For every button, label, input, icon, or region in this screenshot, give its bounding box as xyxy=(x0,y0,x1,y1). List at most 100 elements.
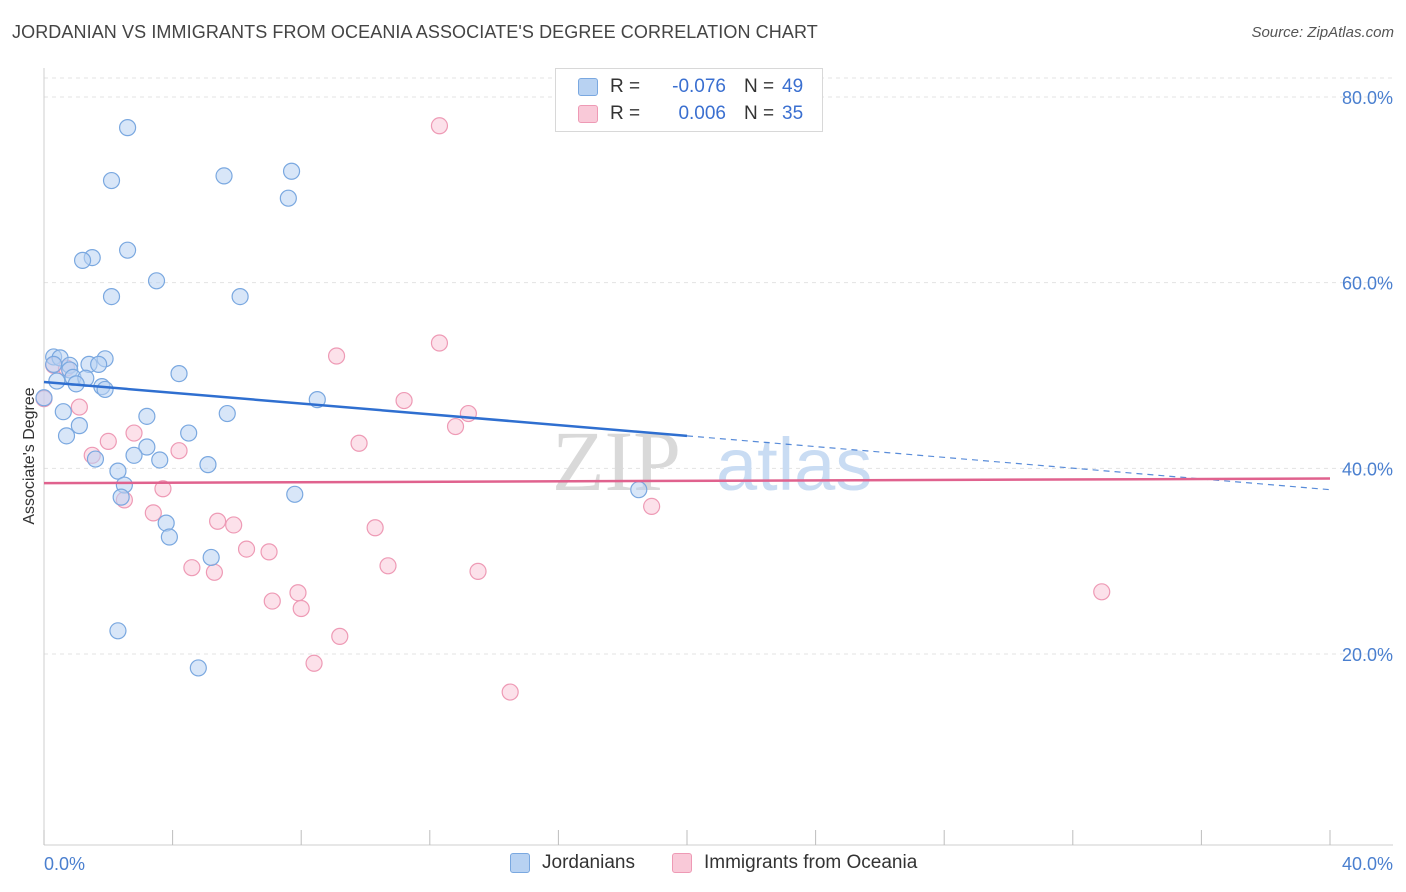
jordanian-point xyxy=(157,514,175,532)
axis-layer: 20.0% 40.0% 60.0% 80.0% xyxy=(43,68,1393,846)
jordanian-point xyxy=(189,659,207,677)
jordanian-point xyxy=(630,481,648,499)
oceania-point xyxy=(331,627,349,645)
jordanian-point xyxy=(35,389,53,407)
points-layer xyxy=(35,117,1111,701)
legend-n-value: 35 xyxy=(782,103,804,124)
jordanian-point xyxy=(199,456,217,474)
oceania-point xyxy=(237,540,256,558)
oceania-point xyxy=(170,442,188,460)
series-legend-label: Immigrants from Oceania xyxy=(704,852,918,873)
trend-layer xyxy=(43,380,1331,491)
oceania-point xyxy=(643,497,661,515)
legend-r-label: R = xyxy=(610,103,641,124)
oceania-point xyxy=(209,512,227,530)
oceania-trend-line xyxy=(43,477,1331,485)
oceania-point xyxy=(183,559,201,577)
series-legend: Jordanians Immigrants from Oceania xyxy=(0,852,1406,878)
oceania-point xyxy=(225,516,243,534)
oceania-point xyxy=(125,424,143,442)
series-swatch-pink xyxy=(672,853,692,873)
oceania-point xyxy=(366,519,384,537)
jordanian-point xyxy=(45,355,63,373)
jordanian-point xyxy=(215,167,233,185)
y-tick-label: 40.0% xyxy=(1342,459,1393,479)
legend-n-label: N = xyxy=(744,103,775,124)
jordanian-point xyxy=(86,450,105,468)
oceania-point xyxy=(263,592,281,610)
jordanian-point xyxy=(118,119,137,137)
jordanian-point xyxy=(54,403,72,421)
jordanian-point xyxy=(118,241,137,259)
jordanian-point xyxy=(218,404,236,423)
jordanian-point xyxy=(282,162,301,180)
legend-r-value: 0.006 xyxy=(678,103,726,124)
jordanian-point xyxy=(109,462,127,480)
jordanian-point xyxy=(73,251,92,269)
oceania-point xyxy=(154,480,172,498)
jordanian-trend-extension xyxy=(686,435,1331,491)
jordanian-point xyxy=(147,272,166,290)
jordanian-point xyxy=(96,380,114,399)
jordanian-point xyxy=(102,287,121,306)
source-label: Source: ZipAtlas.com xyxy=(1251,24,1394,41)
legend-n-value: 49 xyxy=(782,76,804,97)
correlation-legend: R = -0.076 N = 49 R = 0.006 N = 35 xyxy=(555,68,823,132)
jordanian-point xyxy=(57,427,76,445)
y-tick-label: 80.0% xyxy=(1342,88,1393,108)
grid-layer xyxy=(44,77,1393,655)
jordanian-point xyxy=(112,488,130,506)
oceania-point xyxy=(379,557,397,575)
oceania-point xyxy=(205,563,223,581)
oceania-point xyxy=(292,599,310,618)
jordanian-point xyxy=(48,372,66,390)
chart-title: JORDANIAN VS IMMIGRANTS FROM OCEANIA ASS… xyxy=(12,22,818,42)
oceania-point xyxy=(446,417,465,436)
oceania-point xyxy=(1093,583,1111,601)
oceania-point xyxy=(430,117,449,135)
jordanian-point xyxy=(180,424,198,442)
legend-r-label: R = xyxy=(610,76,641,97)
jordanian-point xyxy=(90,355,108,373)
oceania-point xyxy=(289,584,307,602)
jordanian-point xyxy=(231,287,249,306)
jordanian-point xyxy=(160,528,178,546)
oceania-point xyxy=(70,398,88,416)
jordanian-point xyxy=(102,171,121,190)
legend-row-oceania: R = 0.006 N = 35 xyxy=(578,101,803,127)
series-legend-label: Jordanians xyxy=(542,852,635,873)
oceania-point xyxy=(469,562,487,580)
jordanian-point xyxy=(125,446,143,464)
jordanian-point xyxy=(170,365,188,383)
y-axis-label: Associate's Degree xyxy=(21,387,38,524)
jordanian-point xyxy=(279,189,297,207)
watermark-atlas: atlas xyxy=(716,423,872,506)
y-tick-label: 60.0% xyxy=(1342,274,1393,294)
legend-row-jordanians: R = -0.076 N = 49 xyxy=(578,74,803,100)
jordanian-point xyxy=(109,622,127,640)
jordanian-point xyxy=(138,438,156,456)
jordanian-trend-line xyxy=(43,380,688,438)
series-legend-oceania[interactable]: Immigrants from Oceania xyxy=(672,852,917,874)
series-legend-jordanians[interactable]: Jordanians xyxy=(510,852,635,874)
legend-swatch-pink xyxy=(578,105,598,123)
legend-swatch-blue xyxy=(578,78,598,96)
legend-r-value: -0.076 xyxy=(672,76,726,97)
legend-n-label: N = xyxy=(744,76,775,97)
oceania-point xyxy=(260,543,278,561)
oceania-point xyxy=(430,334,449,352)
oceania-point xyxy=(144,504,162,522)
oceania-point xyxy=(99,432,117,451)
x-tick-label-max: 40.0% xyxy=(1342,854,1393,874)
x-tick-label-min: 0.0% xyxy=(44,854,85,874)
oceania-point xyxy=(395,391,413,410)
series-swatch-blue xyxy=(510,853,530,873)
jordanian-point xyxy=(151,451,169,469)
oceania-point xyxy=(501,683,519,701)
oceania-point xyxy=(350,434,368,452)
jordanian-point xyxy=(286,485,304,503)
jordanian-point xyxy=(202,548,220,567)
jordanian-point xyxy=(138,407,156,425)
oceania-point xyxy=(305,654,323,672)
